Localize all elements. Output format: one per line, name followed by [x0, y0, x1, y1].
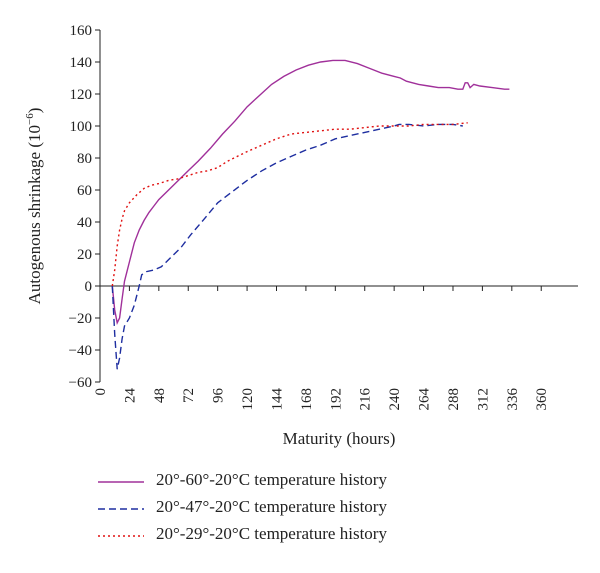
x-axis-label: Maturity (hours): [283, 429, 396, 448]
series-line-2: [111, 123, 463, 370]
y-tick-label: 20: [77, 247, 92, 263]
legend-swatch-series-2: [98, 508, 144, 510]
x-tick-label: 96: [211, 388, 227, 404]
x-tick-label: 144: [269, 388, 285, 411]
y-tick-label: 120: [70, 87, 93, 103]
x-tick-label: 0: [93, 388, 109, 396]
chart: −60 −40 −20 0 20 40 60 80 100 120 140 160 0 24 48 72 96…: [24, 23, 578, 448]
legend-swatch-series-3: [98, 535, 144, 537]
y-axis-label-main: Autogenous shrinkage (10: [25, 125, 44, 304]
series-layer: [111, 59, 510, 370]
y-tick-label: 160: [70, 23, 93, 39]
x-tick-label: 192: [328, 388, 344, 411]
y-axis-label-exp: −6: [24, 113, 36, 125]
y-axis-label: Autogenous shrinkage (10−6): [24, 108, 44, 305]
x-tick-label: 264: [417, 388, 433, 411]
x-tick-label: 288: [446, 388, 462, 411]
y-tick-label: 100: [70, 119, 93, 135]
y-tick-label: −20: [69, 311, 92, 327]
x-ticks: 0 24 48 72 96 120 144 168 192 216 240 264 288 312 336 3…: [93, 286, 550, 411]
x-tick-label: 48: [152, 388, 168, 403]
y-tick-label: 0: [85, 279, 93, 295]
legend-label: 20°-47°-20°C temperature history: [156, 497, 387, 516]
x-tick-label: 240: [387, 388, 403, 411]
x-tick-label: 168: [299, 388, 315, 411]
x-tick-label: 120: [240, 388, 256, 411]
series-line-1: [111, 59, 510, 325]
x-tick-label: 312: [475, 388, 491, 411]
y-axis-label-close: ): [25, 108, 44, 114]
x-tick-label: 360: [534, 388, 550, 411]
y-tick-label: −60: [69, 375, 92, 391]
y-tick-label: 60: [77, 183, 92, 199]
legend-label: 20°-60°-20°C temperature history: [156, 470, 387, 489]
x-tick-label: 336: [505, 388, 521, 411]
x-tick-label: 24: [122, 388, 138, 404]
series-line-3: [111, 122, 468, 287]
x-tick-label: 216: [358, 388, 374, 411]
legend-label: 20°-29°-20°C temperature history: [156, 524, 387, 543]
legend-swatch-series-1: [98, 481, 144, 483]
y-tick-label: 40: [77, 215, 92, 231]
x-tick-label: 72: [181, 388, 197, 403]
y-tick-label: 80: [77, 151, 92, 167]
plot-frame: [99, 30, 578, 382]
y-tick-label: −40: [69, 343, 92, 359]
y-ticks: −60 −40 −20 0 20 40 60 80 100 120 140 160: [69, 23, 100, 391]
y-tick-label: 140: [70, 55, 93, 71]
